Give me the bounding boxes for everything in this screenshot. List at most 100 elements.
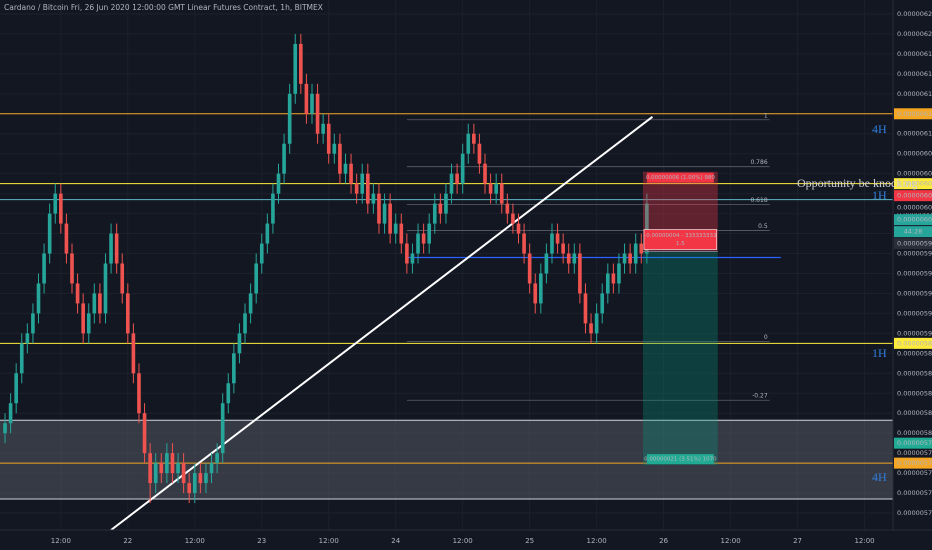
candle-body (544, 253, 549, 274)
candle-body (271, 193, 275, 224)
candle-body (522, 233, 526, 254)
fib-label: -0.27 (752, 393, 768, 400)
candle-body (488, 183, 493, 194)
countdown-box (894, 226, 932, 238)
candle-body (472, 133, 476, 144)
x-tick-label: 12:00 (185, 537, 205, 545)
candle-body (533, 283, 538, 304)
entry-label: -0.00000004 - 333333333 (644, 233, 717, 239)
candle-body (170, 453, 175, 474)
ratio-label: 1.5 (676, 241, 685, 247)
x-tick-label: 26 (659, 537, 668, 545)
x-tick-label: 12:00 (854, 537, 874, 545)
y-tick-label: 0.00000582 (897, 409, 932, 417)
candles (3, 33, 649, 504)
candle-body (315, 93, 320, 134)
candle-body (399, 223, 404, 244)
fib-label: 1 (764, 112, 768, 119)
candle-body (86, 313, 91, 334)
candle-body (70, 253, 74, 284)
price-label: 0.00000579 (897, 439, 932, 447)
candle-body (142, 413, 147, 454)
y-tick-label: 0.00000578 (897, 449, 932, 457)
candle-body (75, 283, 80, 304)
candle-body (410, 253, 415, 264)
candle-body (304, 83, 309, 114)
candle-body (600, 293, 605, 314)
timeframe-label: 4H (872, 122, 887, 136)
candle-body (572, 253, 577, 264)
zone (0, 420, 893, 500)
candle-body (483, 163, 487, 184)
y-tick-label: 0.00000598 (897, 250, 932, 258)
candle-body (131, 333, 136, 374)
x-tick-label: 22 (123, 537, 132, 545)
price-label-box (894, 178, 932, 190)
price-label: 0.00000605 (897, 192, 932, 200)
candle-body (31, 313, 35, 334)
candle-body (120, 263, 125, 294)
candle-body (393, 223, 398, 234)
candle-body (365, 173, 370, 204)
candle-body (176, 463, 180, 474)
candle-body (53, 193, 58, 214)
candle-body (326, 123, 331, 154)
candle-body (148, 453, 152, 484)
x-tick-label: 12:00 (453, 537, 473, 545)
candle-body (505, 203, 510, 214)
drawings: 1 0.786 0.618 0.5 0 -0.27 (0, 112, 893, 531)
candle-body (125, 293, 130, 334)
candle-body (165, 453, 169, 474)
y-tick-label: 0.00000596 (897, 269, 932, 277)
candle-body (645, 203, 649, 254)
candle-body (287, 93, 292, 144)
candle-body (81, 303, 85, 334)
candle-body (494, 183, 498, 194)
candle-body (338, 143, 342, 174)
target-label: 0.00000021 (3.51%) 1070 (644, 457, 717, 463)
candle-body (137, 373, 141, 414)
candle-body (3, 423, 7, 434)
candle-body (561, 243, 565, 254)
candle-body (14, 373, 18, 404)
y-tick-label: 0.00000588 (897, 349, 932, 357)
candle-body (511, 213, 515, 224)
candle-body (259, 243, 264, 264)
trendline (110, 115, 654, 531)
stop-label-box (646, 172, 714, 183)
x-tick-label: 23 (257, 537, 266, 545)
price-label-box (894, 337, 932, 349)
candle-body (455, 173, 459, 184)
candle-body (237, 333, 242, 354)
candle-body (550, 233, 554, 254)
y-tick-label: 0.00000606 (897, 170, 932, 178)
price-label: 0.00000599 (897, 240, 932, 248)
candle-body (215, 453, 219, 464)
y-tick-label: 0.00000572 (897, 509, 932, 517)
candle-body (8, 403, 13, 424)
price-label-box (894, 202, 932, 214)
candle-body (98, 293, 102, 314)
candle-body (432, 203, 437, 224)
candle-body (382, 203, 387, 224)
candle-body (103, 263, 108, 314)
price-label-box (894, 457, 932, 469)
candle-body (42, 253, 46, 284)
candle-body (159, 463, 164, 474)
y-tick-label: 0.00000594 (897, 289, 932, 297)
candle-body (299, 43, 303, 84)
candle-body (47, 213, 52, 254)
candle-body (628, 253, 632, 264)
candle-body (25, 333, 30, 344)
candle-body (192, 473, 197, 494)
candle-body (617, 263, 621, 284)
candle-body (209, 463, 214, 474)
candle-body (388, 203, 392, 234)
x-tick-label: 12:00 (319, 537, 339, 545)
fib-label: 0 (764, 334, 768, 341)
y-tick-label: 0.00000618 (897, 50, 932, 58)
candle-body (427, 223, 432, 244)
x-tick-label: 12:00 (587, 537, 607, 545)
candle-body (310, 93, 314, 114)
